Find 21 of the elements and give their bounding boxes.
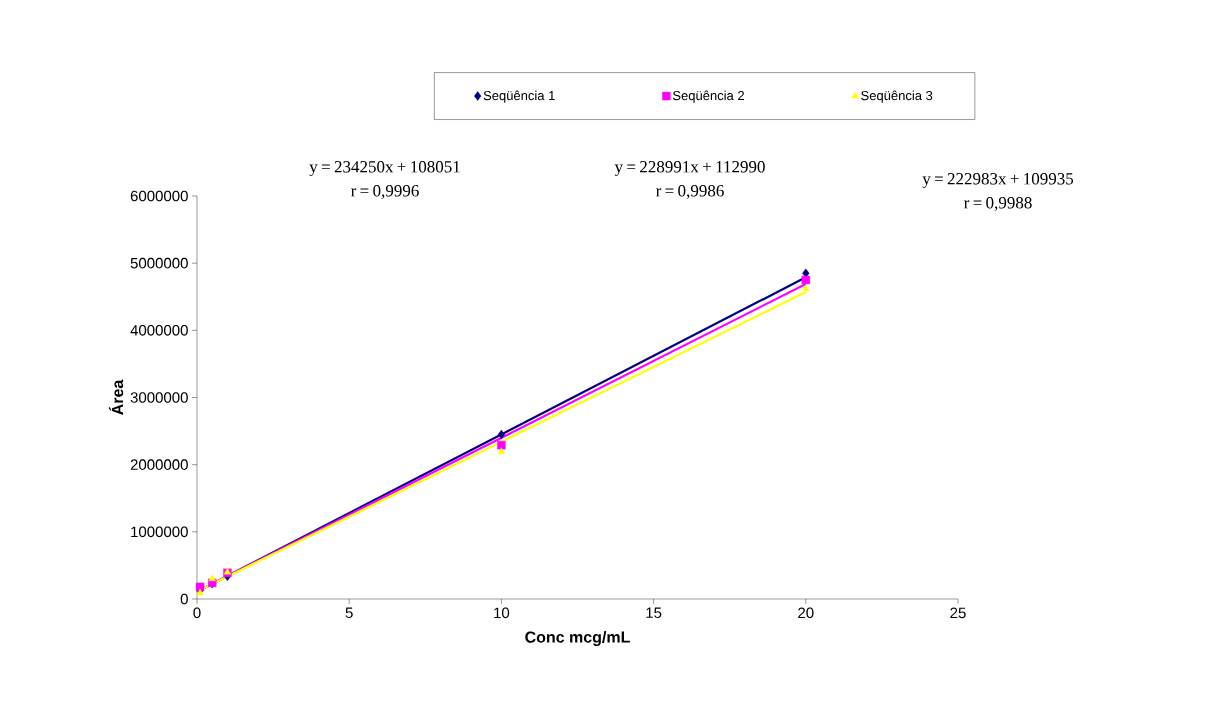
y-tick-label: 6000000	[130, 190, 188, 202]
legend-label: Seqüência 1	[483, 90, 555, 103]
y-tick-label: 1000000	[131, 526, 188, 538]
annotation: y = 222983x + 109935 r = 0,9988	[922, 173, 1074, 211]
legend-label: Seqüência 2	[672, 90, 744, 103]
y-tick-label: 4000000	[130, 325, 188, 336]
annotation: y = 228991x + 112990 r = 0,9986	[614, 161, 765, 199]
y-tick-label: 0	[180, 593, 188, 605]
x-tick-label: 15	[646, 607, 662, 618]
y-axis-title: Área	[108, 379, 124, 415]
legend-label: Seqüência 3	[861, 90, 933, 103]
x-tick-label: 25	[950, 607, 966, 619]
annotation: y = 234250x + 108051 r = 0,9996	[309, 161, 460, 199]
y-tick-label: 3000000	[130, 392, 188, 403]
x-tick-label: 10	[494, 607, 510, 619]
y-tick-label: 2000000	[130, 459, 188, 470]
x-tick-label: 20	[798, 607, 814, 619]
y-tick-label: 5000000	[130, 257, 188, 269]
x-axis-title: Conc mcg/mL	[525, 631, 630, 646]
x-tick-label: 5	[345, 607, 353, 618]
x-tick-label: 0	[193, 607, 201, 619]
